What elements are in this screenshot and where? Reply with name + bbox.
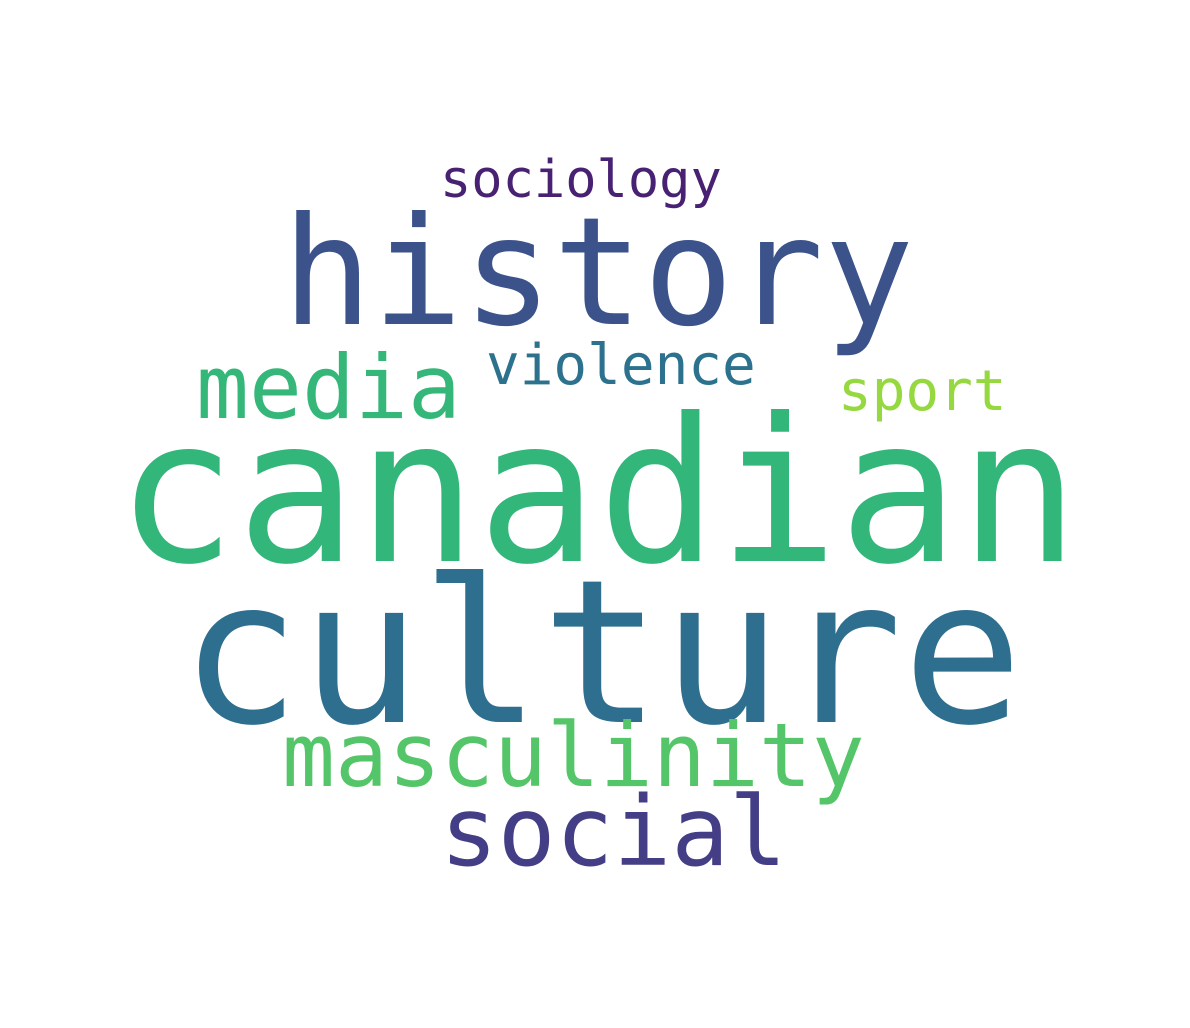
word-sociology: sociology <box>440 150 722 210</box>
word-canadian: canadian <box>116 376 1080 609</box>
word-masculinity: masculinity <box>282 704 865 807</box>
word-sport: sport <box>838 359 1007 424</box>
word-culture: culture <box>180 537 1023 770</box>
word-social: social <box>440 776 787 888</box>
word-violence: violence <box>486 333 756 398</box>
word-history: history <box>282 186 915 360</box>
word-media: media <box>196 336 461 439</box>
